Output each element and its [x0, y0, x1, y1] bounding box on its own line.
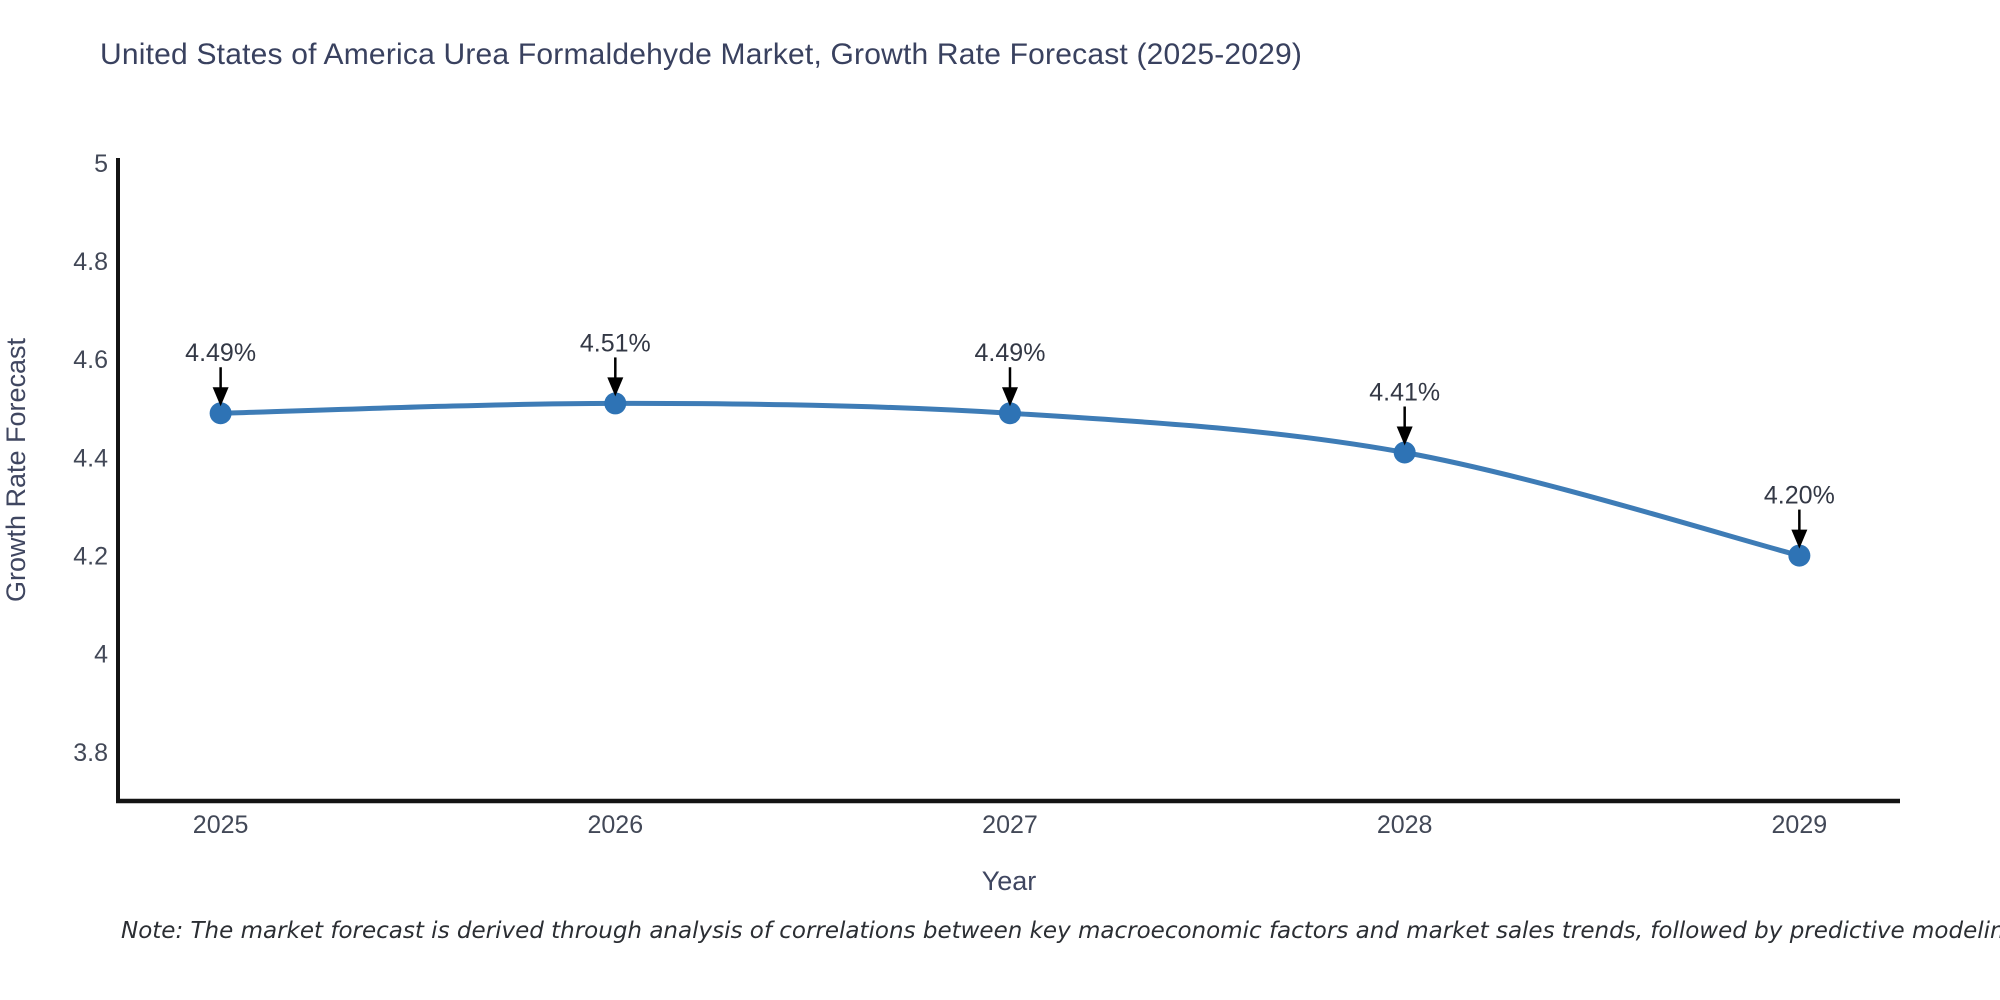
y-tick-label: 3.8 [73, 739, 108, 767]
annotation-arrowhead [1396, 426, 1413, 446]
data-point [1393, 441, 1416, 464]
annotation-label: 4.49% [185, 339, 256, 367]
x-tick-label: 2027 [982, 811, 1038, 839]
series-line [220, 400, 1800, 558]
annotation-arrowhead [607, 377, 624, 397]
annotation-label: 4.51% [580, 329, 651, 357]
x-axis-title: Year [982, 866, 1037, 896]
y-tick-label: 4.6 [73, 346, 108, 374]
y-tick-label: 4.4 [73, 444, 108, 472]
data-point [998, 402, 1021, 425]
y-tick-label: 4.8 [73, 248, 108, 276]
y-tick-label: 4 [94, 641, 108, 669]
y-tick-label: 4.2 [73, 543, 108, 571]
y-tick-label: 5 [94, 150, 108, 178]
annotation-label: 4.41% [1369, 379, 1440, 407]
data-point [209, 402, 232, 425]
y-axis-title: Growth Rate Forecast [1, 337, 31, 602]
chart-title: United States of America Urea Formaldehy… [100, 38, 1303, 71]
annotation-arrowhead [1001, 387, 1018, 407]
x-tick-label: 2029 [1772, 811, 1828, 839]
x-tick-label: 2026 [587, 811, 643, 839]
annotation-arrowhead [1791, 529, 1808, 549]
x-tick-label: 2025 [193, 811, 249, 839]
annotation-label: 4.20% [1764, 482, 1835, 510]
data-point [1788, 544, 1811, 567]
note-text: Note: The market forecast is derived thr… [121, 918, 2000, 944]
annotation-label: 4.49% [975, 339, 1046, 367]
data-point [604, 392, 627, 415]
x-tick-label: 2028 [1377, 811, 1433, 839]
annotation-arrowhead [212, 387, 229, 407]
